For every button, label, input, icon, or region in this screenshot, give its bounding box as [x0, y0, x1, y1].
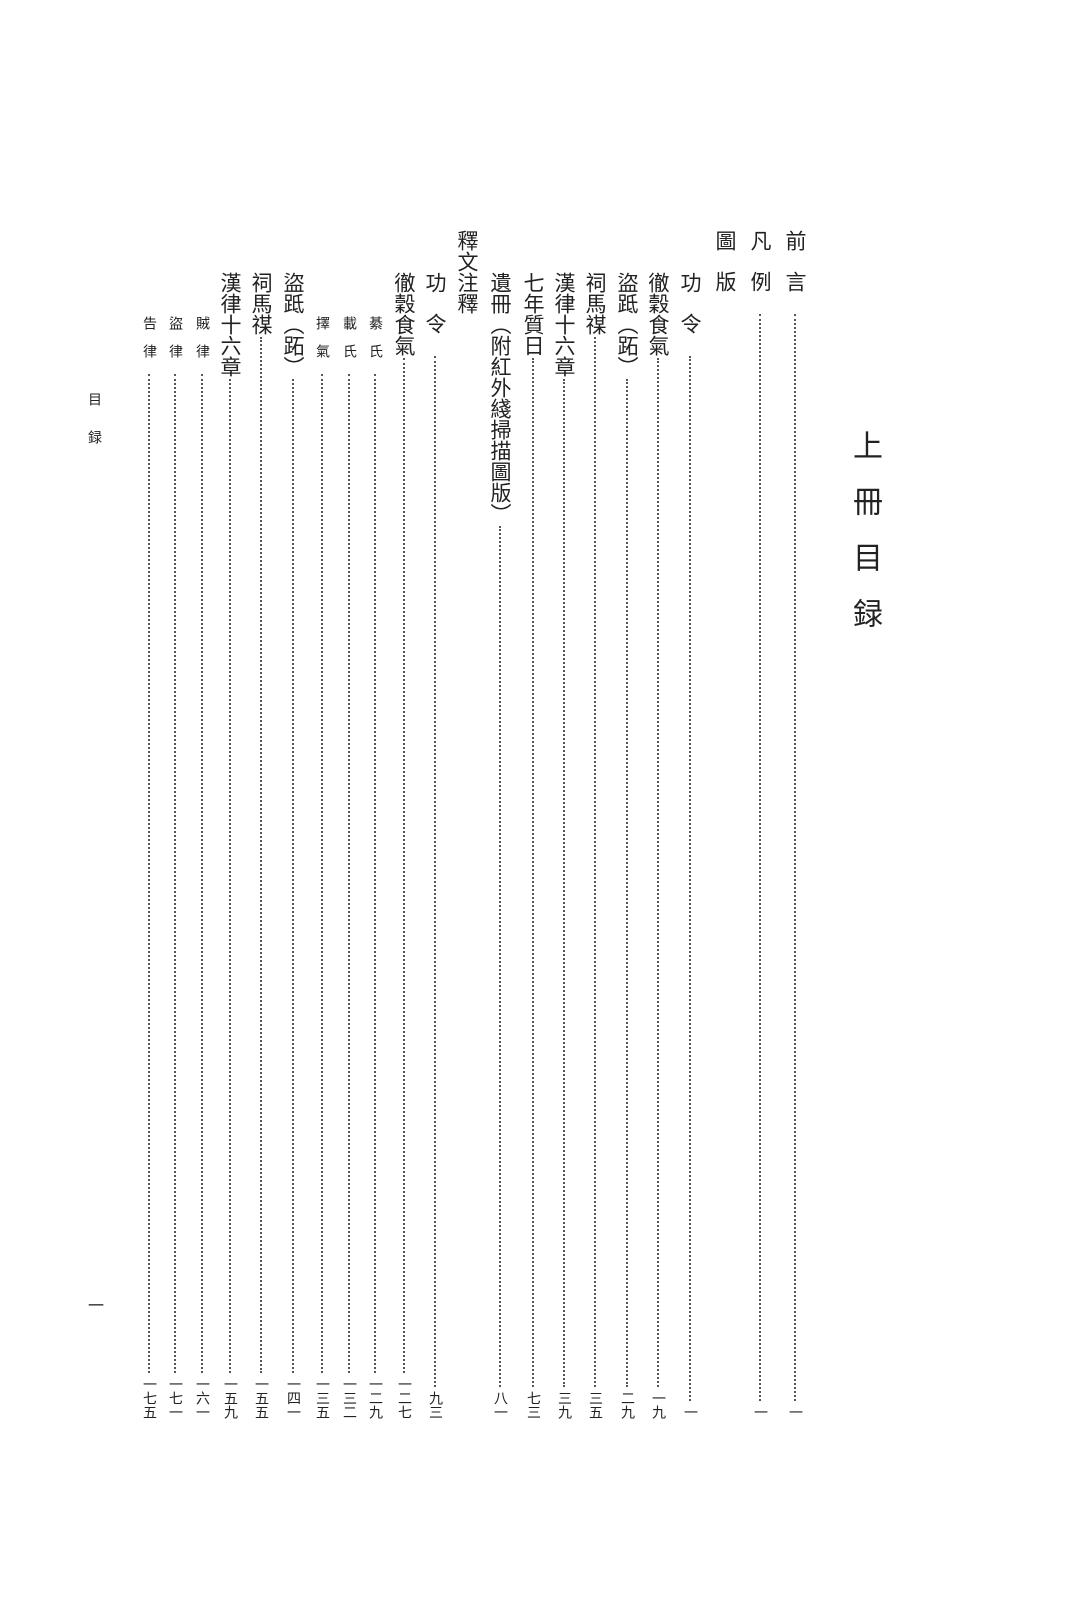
- toc-entry[interactable]: 前言一: [782, 230, 808, 1419]
- toc-entry[interactable]: 圖版: [712, 230, 738, 312]
- toc-entry-page: 二九: [619, 1391, 635, 1419]
- toc-entry-label: 賊律: [194, 316, 210, 372]
- toc-entry-label: 遺冊（附紅外綫掃描圖版）: [488, 272, 512, 524]
- toc-entry-page: 七三: [525, 1391, 541, 1419]
- toc-entry-label: 漢律十六章: [552, 272, 576, 377]
- toc-entry[interactable]: 告律 一七五: [136, 316, 162, 1419]
- dot-leader: [174, 374, 176, 1373]
- dot-leader: [794, 314, 796, 1401]
- toc-entry-page: 一九: [650, 1391, 666, 1419]
- dot-leader: [321, 374, 323, 1373]
- toc-entry-page: 一三二: [341, 1377, 357, 1419]
- dot-leader: [348, 374, 350, 1373]
- toc-entry[interactable]: 賊律 一六一: [189, 316, 215, 1419]
- toc-entry-label: 功令: [423, 272, 447, 354]
- toc-entry[interactable]: 漢律十六章 一五九: [217, 272, 243, 1419]
- toc-entry[interactable]: 功令 九三: [422, 272, 448, 1419]
- dot-leader: [499, 526, 501, 1387]
- dot-leader: [403, 358, 405, 1373]
- dot-leader: [260, 337, 262, 1373]
- running-head: 目録: [86, 392, 102, 468]
- toc-entry-page: 一三五: [314, 1377, 330, 1419]
- dot-leader: [563, 379, 565, 1387]
- toc-entry-page: 八一: [492, 1391, 508, 1419]
- toc-entry-label: 載氏: [341, 316, 357, 372]
- toc-entry-label: 盜律: [167, 316, 183, 372]
- toc-entry-label: 祠馬禖: [249, 272, 273, 335]
- toc-entry-label: 功令: [678, 272, 702, 354]
- toc-entry-label: 祠馬禖: [583, 272, 607, 335]
- dot-leader: [689, 356, 691, 1401]
- dot-leader: [759, 314, 761, 1401]
- page-title: 上冊目録: [847, 430, 882, 654]
- toc-entry[interactable]: 徹穀食氣 一九: [645, 272, 671, 1419]
- toc-entry-page: 一六一: [194, 1377, 210, 1419]
- toc-entry-page: 九三: [427, 1391, 443, 1419]
- toc-entry[interactable]: 祠馬禖 一五五: [248, 272, 274, 1419]
- toc-entry-page: 一五五: [253, 1377, 269, 1419]
- dot-leader: [148, 374, 150, 1373]
- toc-entry[interactable]: 盜䟡（跖） 一四一: [280, 272, 306, 1419]
- toc-entry[interactable]: 綦氏 一二九: [362, 316, 388, 1419]
- dot-leader: [657, 358, 659, 1387]
- toc-entry-label: 圖版: [713, 230, 737, 312]
- toc-entry-label: 擇氣: [314, 316, 330, 372]
- dot-leader: [532, 358, 534, 1387]
- toc-entry-label: 告律: [141, 316, 157, 372]
- toc-entry[interactable]: 祠馬禖 三五: [582, 272, 608, 1419]
- toc-entry-label: 釋文注釋: [455, 230, 479, 314]
- dot-leader: [292, 379, 294, 1373]
- toc-entry-page: 一五九: [222, 1377, 238, 1419]
- toc-entry-label: 綦氏: [367, 316, 383, 372]
- toc-entry[interactable]: 釋文注釋: [454, 230, 480, 314]
- toc-entry-page: 三五: [587, 1391, 603, 1419]
- toc-entry-label: 盜䟡（跖）: [615, 272, 639, 377]
- toc-entry-label: 凡例: [748, 230, 772, 312]
- toc-entry-page: 一二七: [396, 1377, 412, 1419]
- toc-entry-page: 一七五: [141, 1377, 157, 1419]
- toc-entry[interactable]: 遺冊（附紅外綫掃描圖版） 八一: [487, 272, 513, 1419]
- toc-entry[interactable]: 擇氣 一三五: [309, 316, 335, 1419]
- toc-entry-page: 三九: [556, 1391, 572, 1419]
- toc-entry[interactable]: 功令一: [677, 272, 703, 1419]
- toc-entry[interactable]: 凡例一: [747, 230, 773, 1419]
- dot-leader: [434, 356, 436, 1387]
- toc-entry-label: 徹穀食氣: [646, 272, 670, 356]
- toc-entry[interactable]: 漢律十六章 三九: [551, 272, 577, 1419]
- toc-entry-label: 七年質日: [521, 272, 545, 356]
- toc-entry-label: 徹穀食氣: [392, 272, 416, 356]
- dot-leader: [374, 374, 376, 1373]
- dot-leader: [229, 379, 231, 1373]
- toc-entry-page: 一: [752, 1405, 768, 1419]
- toc-entry-page: 一二九: [367, 1377, 383, 1419]
- toc-entry-page: 一: [787, 1405, 803, 1419]
- page-number: 一: [88, 1296, 105, 1315]
- dot-leader: [201, 374, 203, 1373]
- toc-entry-label: 前言: [783, 230, 807, 312]
- dot-leader: [626, 379, 628, 1387]
- toc-entry[interactable]: 載氏 一三二: [336, 316, 362, 1419]
- toc-entry-page: 一七一: [167, 1377, 183, 1419]
- toc-entry-page: 一: [682, 1405, 698, 1419]
- toc-entry-page: 一四一: [285, 1377, 301, 1419]
- toc-entry[interactable]: 徹穀食氣 一二七: [391, 272, 417, 1419]
- toc-entry[interactable]: 七年質日 七三: [520, 272, 546, 1419]
- toc-entry[interactable]: 盜律 一七一: [162, 316, 188, 1419]
- dot-leader: [594, 337, 596, 1387]
- toc-entry-label: 盜䟡（跖）: [281, 272, 305, 377]
- toc-entry-label: 漢律十六章: [218, 272, 242, 377]
- toc-entry[interactable]: 盜䟡（跖） 二九: [614, 272, 640, 1419]
